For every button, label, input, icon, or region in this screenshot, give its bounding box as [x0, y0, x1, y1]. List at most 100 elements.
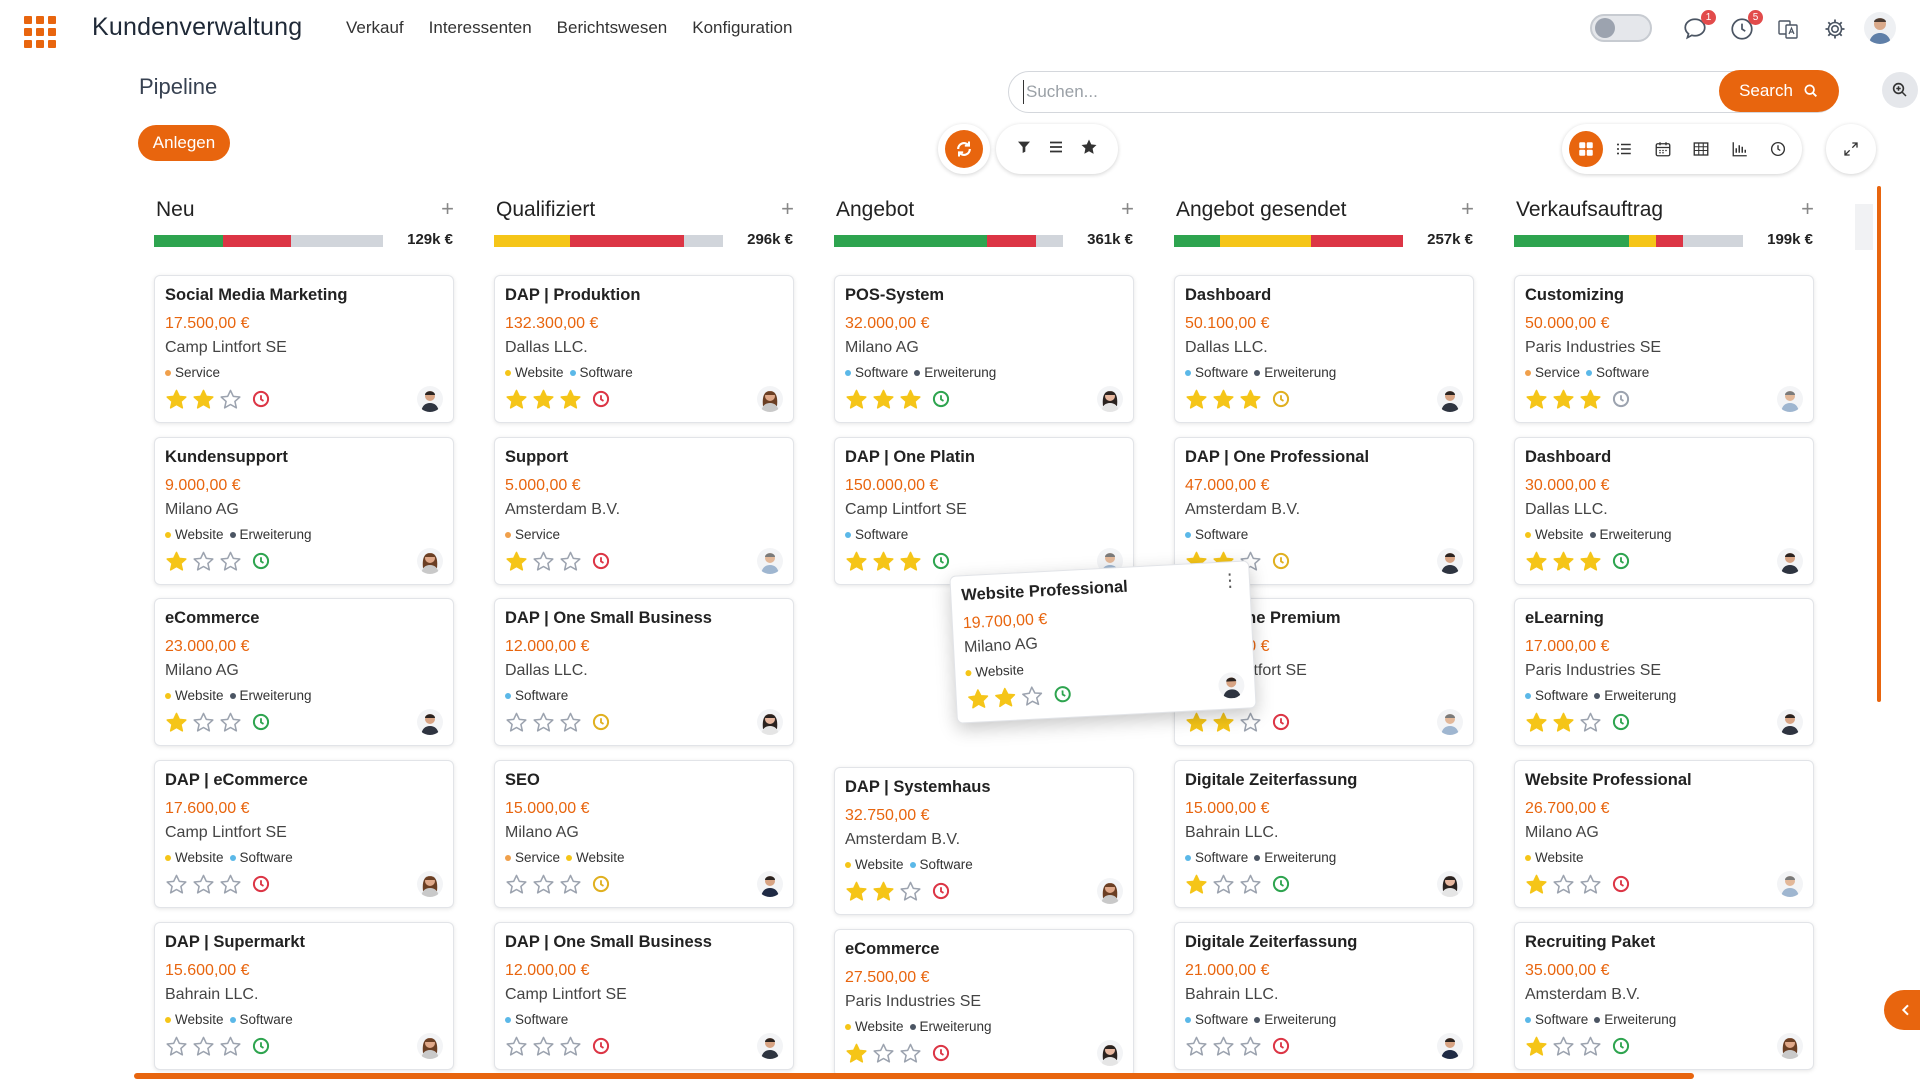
star-icon[interactable] — [219, 388, 242, 411]
star-icon[interactable] — [532, 1035, 555, 1058]
star-icon[interactable] — [1525, 873, 1548, 896]
priority-stars[interactable] — [165, 1035, 242, 1058]
column-add-icon[interactable]: + — [1461, 196, 1474, 221]
messages-icon[interactable]: 1 — [1680, 10, 1716, 44]
nav-item-interessenten[interactable]: Interessenten — [428, 18, 532, 37]
opportunity-card[interactable]: POS-System 32.000,00 € Milano AG Software Er… — [834, 275, 1134, 423]
activity-clock-icon[interactable] — [251, 389, 271, 409]
assignee-avatar[interactable] — [417, 1033, 443, 1059]
star-icon[interactable] — [1525, 550, 1548, 573]
priority-stars[interactable] — [165, 550, 242, 573]
star-icon[interactable] — [899, 550, 922, 573]
star-icon[interactable] — [845, 388, 868, 411]
column-progress-bar[interactable] — [1174, 235, 1403, 247]
settings-gear-icon[interactable] — [1820, 14, 1850, 44]
star-icon[interactable] — [872, 550, 895, 573]
activity-clock-icon[interactable] — [591, 712, 611, 732]
assignee-avatar[interactable] — [1777, 709, 1803, 735]
star-icon[interactable] — [1579, 388, 1602, 411]
opportunity-card[interactable]: DAP | Produktion 132.300,00 € Dallas LLC. W… — [494, 275, 794, 423]
priority-stars[interactable] — [505, 550, 582, 573]
star-icon[interactable] — [1185, 1035, 1208, 1058]
star-icon[interactable] — [165, 711, 188, 734]
pivot-view-icon[interactable] — [1685, 131, 1719, 167]
kanban-view-icon[interactable] — [1569, 131, 1603, 167]
star-icon[interactable] — [532, 711, 555, 734]
star-icon[interactable] — [1212, 711, 1235, 734]
assignee-avatar[interactable] — [757, 1033, 783, 1059]
star-icon[interactable] — [165, 873, 188, 896]
priority-stars[interactable] — [1525, 550, 1602, 573]
opportunity-card[interactable]: SEO 15.000,00 € Milano AG Service Website — [494, 760, 794, 908]
assignee-avatar[interactable] — [1097, 1040, 1123, 1066]
activity-clock-icon[interactable] — [591, 1036, 611, 1056]
activity-clock-icon[interactable] — [1611, 551, 1631, 571]
assignee-avatar[interactable] — [757, 386, 783, 412]
star-icon[interactable] — [1525, 711, 1548, 734]
star-icon[interactable] — [505, 388, 528, 411]
priority-stars[interactable] — [1185, 388, 1262, 411]
opportunity-card[interactable]: Customizing 50.000,00 € Paris Industries S… — [1514, 275, 1814, 423]
activity-clock-icon[interactable] — [931, 881, 951, 901]
star-icon[interactable] — [1212, 873, 1235, 896]
opportunity-card[interactable]: Kundensupport 9.000,00 € Milano AG Website E… — [154, 437, 454, 585]
opportunity-card[interactable]: DAP | eCommerce 17.600,00 € Camp Lintfort … — [154, 760, 454, 908]
priority-stars[interactable] — [845, 1042, 922, 1065]
side-panel-toggle[interactable] — [1884, 990, 1920, 1030]
star-icon[interactable] — [1552, 711, 1575, 734]
group-by-icon[interactable] — [1047, 138, 1065, 161]
star-icon[interactable] — [559, 711, 582, 734]
priority-stars[interactable] — [1185, 873, 1262, 896]
star-icon[interactable] — [1239, 550, 1262, 573]
star-icon[interactable] — [1525, 388, 1548, 411]
star-icon[interactable] — [1552, 873, 1575, 896]
progress-segment[interactable] — [1655, 235, 1684, 247]
assignee-avatar[interactable] — [1777, 1033, 1803, 1059]
opportunity-card[interactable]: DAP | One Professional 47.000,00 € Amsterd… — [1174, 437, 1474, 585]
star-icon[interactable] — [872, 1042, 895, 1065]
progress-segment[interactable] — [834, 235, 988, 247]
nav-item-berichtswesen[interactable]: Berichtswesen — [556, 18, 668, 37]
assignee-avatar[interactable] — [417, 386, 443, 412]
search-button[interactable]: Search — [1719, 70, 1839, 112]
assignee-avatar[interactable] — [1217, 671, 1246, 699]
opportunity-card[interactable]: eLearning 17.000,00 € Paris Industries SE S… — [1514, 598, 1814, 746]
opportunity-card[interactable]: Dashboard 50.100,00 € Dallas LLC. Software E… — [1174, 275, 1474, 423]
favorites-star-icon[interactable] — [1080, 138, 1098, 161]
star-icon[interactable] — [192, 550, 215, 573]
progress-segment[interactable] — [1514, 235, 1629, 247]
progress-segment[interactable] — [1219, 235, 1312, 247]
star-icon[interactable] — [1525, 1035, 1548, 1058]
star-icon[interactable] — [219, 550, 242, 573]
star-icon[interactable] — [899, 388, 922, 411]
create-button[interactable]: Anlegen — [138, 125, 230, 161]
star-icon[interactable] — [1020, 684, 1044, 708]
assignee-avatar[interactable] — [1437, 1033, 1463, 1059]
star-icon[interactable] — [559, 550, 582, 573]
star-icon[interactable] — [192, 873, 215, 896]
star-icon[interactable] — [1239, 1035, 1262, 1058]
assignee-avatar[interactable] — [1777, 386, 1803, 412]
priority-stars[interactable] — [966, 684, 1044, 711]
assignee-avatar[interactable] — [757, 871, 783, 897]
star-icon[interactable] — [1579, 550, 1602, 573]
dragging-card[interactable]: Website Professional ⋮ 19.700,00 € Milan… — [949, 560, 1257, 724]
star-icon[interactable] — [1552, 388, 1575, 411]
priority-stars[interactable] — [845, 388, 922, 411]
star-icon[interactable] — [532, 550, 555, 573]
opportunity-card[interactable]: Support 5.000,00 € Amsterdam B.V. Service — [494, 437, 794, 585]
column-add-icon[interactable]: + — [1121, 196, 1134, 221]
star-icon[interactable] — [505, 550, 528, 573]
activity-clock-icon[interactable] — [931, 551, 951, 571]
star-icon[interactable] — [899, 1042, 922, 1065]
star-icon[interactable] — [872, 880, 895, 903]
star-icon[interactable] — [559, 388, 582, 411]
activity-clock-icon[interactable] — [1611, 712, 1631, 732]
activity-clock-icon[interactable] — [591, 389, 611, 409]
filter-icon[interactable] — [1016, 139, 1032, 160]
user-avatar[interactable] — [1864, 12, 1896, 44]
activity-clock-icon[interactable] — [1271, 389, 1291, 409]
priority-stars[interactable] — [165, 873, 242, 896]
star-icon[interactable] — [219, 711, 242, 734]
assignee-avatar[interactable] — [1777, 871, 1803, 897]
